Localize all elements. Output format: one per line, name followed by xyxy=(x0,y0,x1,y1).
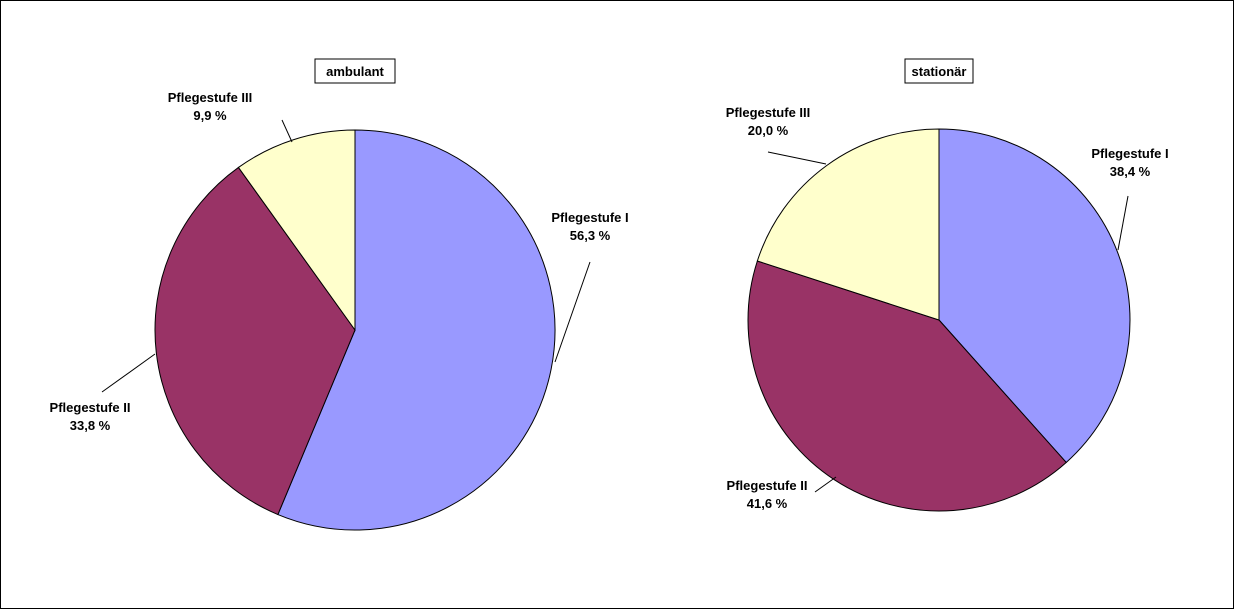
pie-slice-2 xyxy=(747,260,1067,512)
slice-value-label: 38,4 % xyxy=(1110,164,1151,179)
slice-category-label: Pflegestufe II xyxy=(727,478,808,493)
leader-line-3 xyxy=(281,119,293,143)
slice-value-label: 41,6 % xyxy=(747,496,788,511)
pie-slice-3 xyxy=(237,129,356,332)
pie-slice-1 xyxy=(277,129,556,531)
pie-chart-stationaer: Pflegestufe I 38,4 % Pflegestufe II 41,6 % P… xyxy=(726,58,1169,512)
chart-title-box xyxy=(314,58,396,84)
pie-chart-ambulant: Pflegestufe I 56,3 % Pflegestufe II 33,8 % P… xyxy=(50,58,629,531)
slice-value-label: 33,8 % xyxy=(70,418,111,433)
slice-category-label: Pflegestufe I xyxy=(551,210,628,225)
leader-line-1 xyxy=(1117,195,1129,251)
slice-value-label: 9,9 % xyxy=(193,108,227,123)
chart-title: stationär xyxy=(912,64,967,79)
leader-line-2 xyxy=(814,476,837,493)
slice-category-label: Pflegestufe I xyxy=(1091,146,1168,161)
slice-value-label: 20,0 % xyxy=(748,123,789,138)
leader-line-2 xyxy=(101,353,156,393)
pie-slice-1 xyxy=(938,128,1131,464)
leader-line-1 xyxy=(554,261,591,363)
chart-title-box xyxy=(904,58,974,84)
slice-category-label: Pflegestufe II xyxy=(50,400,131,415)
pie-slice-2 xyxy=(154,166,356,516)
chart-title: ambulant xyxy=(326,64,384,79)
slice-category-label: Pflegestufe III xyxy=(726,105,811,120)
leader-line-3 xyxy=(767,151,827,165)
pie-slice-3 xyxy=(756,128,940,321)
slice-category-label: Pflegestufe III xyxy=(168,90,253,105)
slice-value-label: 56,3 % xyxy=(570,228,611,243)
